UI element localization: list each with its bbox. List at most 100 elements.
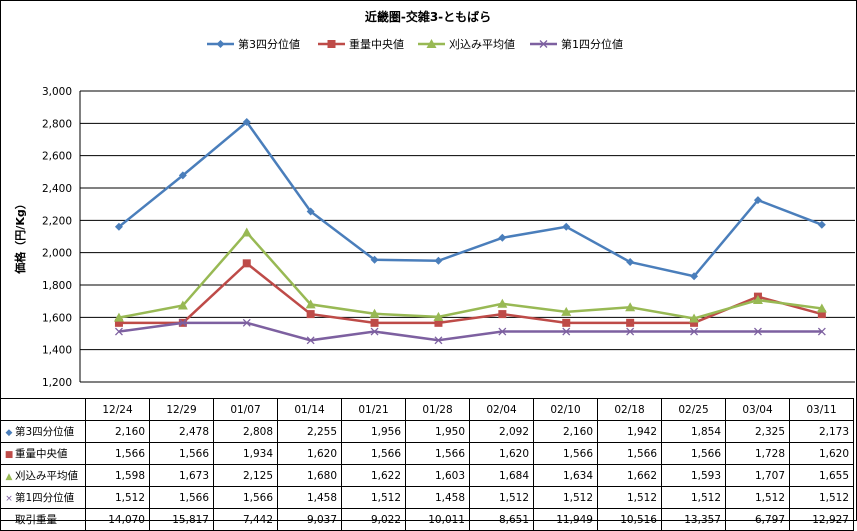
data-label: 2,255 [277, 420, 342, 443]
y-tick-label: 2,400 [42, 183, 72, 195]
data-label-text: 2,160 [114, 425, 145, 438]
data-label-text: 1,684 [498, 469, 529, 482]
data-label: 11,949 [533, 508, 598, 531]
data-label-text: 1,854 [690, 425, 721, 438]
table-row: 取引重量 14,070 15,817 7,442 9,037 9,022 10,011 8,6… [0, 508, 854, 531]
row-label: ◆ 第3四分位値 [0, 420, 86, 443]
data-label: 1,512 [85, 486, 150, 509]
x-category-label-text: 01/14 [294, 403, 325, 416]
data-label-text: 1,512 [562, 491, 593, 504]
data-point [370, 318, 379, 327]
data-point [498, 233, 507, 242]
data-label: 9,037 [277, 508, 342, 531]
data-point [753, 196, 762, 205]
data-point [242, 318, 251, 327]
data-label: 2,808 [213, 420, 278, 443]
legend-marker [426, 39, 437, 48]
square-marker-icon: ■ [4, 450, 14, 460]
data-label-text: 2,160 [562, 425, 593, 438]
data-label-text: 10,516 [620, 513, 657, 526]
x-category-label-text: 01/21 [358, 403, 389, 416]
data-point [689, 313, 700, 323]
series-2 [113, 227, 827, 323]
line-chart: 近畿圏-交雑3-ともばら 第3四分位値 重量中央値 刈込み平均値 第1四分位値 1,2… [13, 9, 855, 389]
data-label: 10,011 [405, 508, 470, 531]
data-point [242, 259, 251, 268]
data-label: 1,566 [149, 442, 214, 465]
legend-item: 第3四分位値 [207, 37, 300, 51]
data-point [626, 327, 635, 336]
table-row: ▲ 刈込み平均値 1,598 1,673 2,125 1,680 1,622 1,603 1,6… [0, 464, 854, 487]
data-label-text: 1,655 [818, 469, 849, 482]
data-label: 2,173 [789, 420, 854, 443]
data-point [817, 220, 826, 229]
data-label: 2,125 [213, 464, 278, 487]
data-point [369, 308, 380, 318]
data-point [625, 302, 636, 312]
data-label: 1,603 [405, 464, 470, 487]
row-label: 取引重量 [0, 508, 86, 531]
data-label: 1,512 [533, 486, 598, 509]
data-label: 2,160 [533, 420, 598, 443]
data-point [306, 207, 315, 216]
data-label: 1,662 [597, 464, 662, 487]
y-tick-label: 2,200 [42, 215, 72, 227]
data-label-text: 15,817 [172, 513, 209, 526]
data-label: 1,942 [597, 420, 662, 443]
x-category-label: 01/21 [341, 398, 406, 421]
y-axis-label: 価格（円/Kg） [13, 198, 27, 274]
data-point [241, 227, 252, 237]
legend-label: 第3四分位値 [238, 37, 300, 51]
data-label-text: 1,942 [626, 425, 657, 438]
data-label-text: 1,512 [626, 491, 657, 504]
row-label-text: 取引重量 [15, 514, 57, 526]
data-table: 12/24 12/29 01/07 01/14 01/21 01/28 02/04 02/10… [0, 398, 854, 531]
series-line [118, 261, 823, 325]
series-line [118, 321, 822, 342]
data-label-text: 1,620 [498, 447, 529, 460]
legend-label: 重量中央値 [349, 37, 404, 51]
data-label-text: 1,598 [114, 469, 145, 482]
data-label: 1,680 [277, 464, 342, 487]
data-label-text: 1,458 [306, 491, 337, 504]
series-0 [114, 118, 826, 281]
x-category-label-text: 12/29 [166, 403, 197, 416]
data-label: 1,512 [341, 486, 406, 509]
data-label-text: 1,566 [370, 447, 401, 460]
data-label-text: 1,680 [306, 469, 337, 482]
data-point [817, 310, 826, 319]
data-point [242, 118, 251, 127]
data-label: 1,566 [597, 442, 662, 465]
table-corner [0, 398, 86, 421]
data-point [817, 327, 826, 336]
data-label-text: 1,566 [178, 491, 209, 504]
data-label: 1,566 [405, 442, 470, 465]
legend-marker [539, 40, 548, 48]
x-category-label: 02/18 [597, 398, 662, 421]
data-label-text: 12,927 [812, 513, 849, 526]
data-label-text: 2,255 [306, 425, 337, 438]
x-category-label: 01/07 [213, 398, 278, 421]
data-point [114, 327, 123, 336]
x-category-label-text: 02/10 [550, 403, 581, 416]
data-point [434, 336, 443, 345]
data-label: 2,092 [469, 420, 534, 443]
data-label: 1,728 [725, 442, 790, 465]
table-row: 12/24 12/29 01/07 01/14 01/21 01/28 02/04 02/10… [0, 398, 854, 421]
data-point [434, 318, 443, 327]
data-label-text: 2,173 [818, 425, 849, 438]
data-label-text: 1,566 [434, 447, 465, 460]
x-category-label-text: 12/24 [102, 403, 133, 416]
data-label: 6,797 [725, 508, 790, 531]
data-label-text: 9,037 [306, 513, 337, 526]
data-label-text: 1,566 [242, 491, 273, 504]
data-label: 1,673 [149, 464, 214, 487]
x-category-label: 02/04 [469, 398, 534, 421]
data-label: 10,516 [597, 508, 662, 531]
data-label-text: 11,949 [556, 513, 593, 526]
data-label-text: 7,442 [242, 513, 273, 526]
data-point [626, 258, 635, 267]
row-label-text: 第3四分位値 [15, 426, 75, 438]
data-point [114, 318, 123, 327]
data-label-text: 1,512 [498, 491, 529, 504]
